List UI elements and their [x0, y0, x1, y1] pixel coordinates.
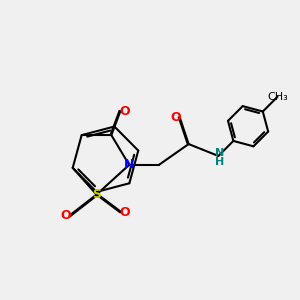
Text: N
H: N H	[215, 148, 224, 167]
Text: O: O	[119, 105, 130, 118]
Text: N: N	[124, 158, 134, 171]
Text: S: S	[92, 188, 101, 201]
Text: CH₃: CH₃	[267, 92, 288, 102]
Text: O: O	[170, 111, 181, 124]
Text: O: O	[119, 206, 130, 219]
Text: O: O	[60, 209, 70, 222]
